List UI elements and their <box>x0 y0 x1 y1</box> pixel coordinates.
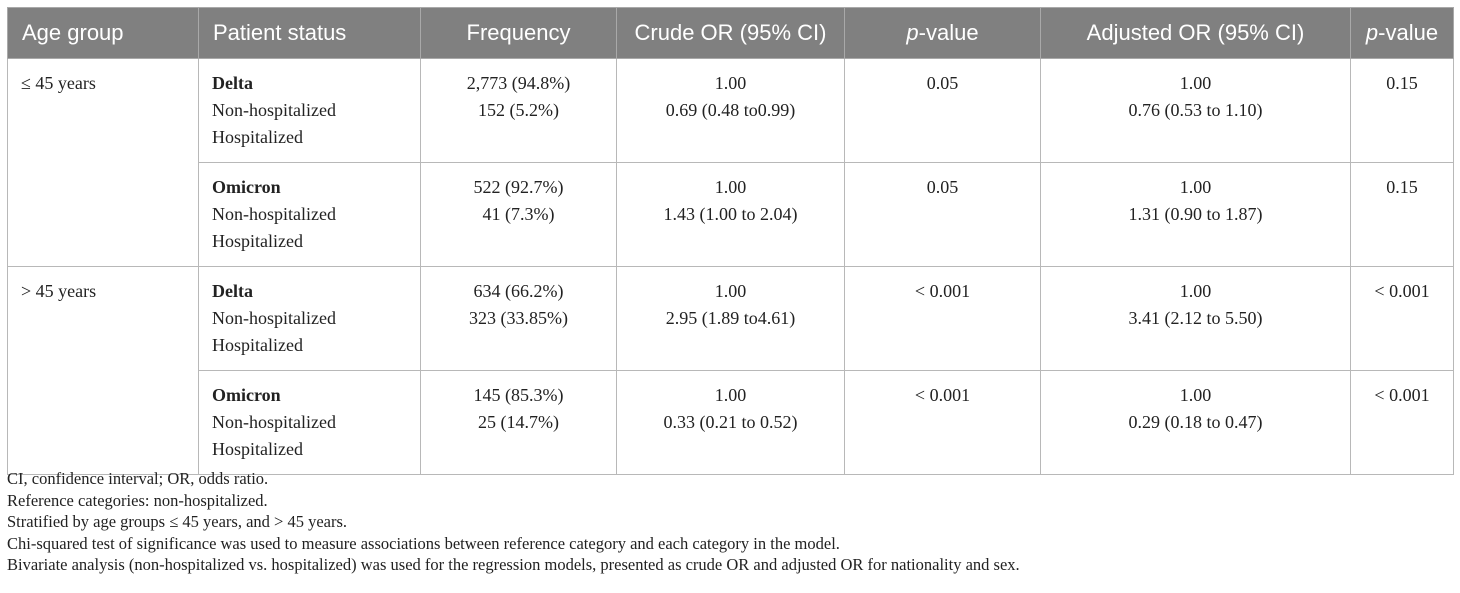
status-label: Hospitalized <box>212 439 303 459</box>
footnote: Reference categories: non-hospitalized. <box>7 490 268 510</box>
crude-or-cell: 1.00 0.69 (0.48 to0.99) <box>616 58 845 163</box>
adjusted-or-cell: 1.00 1.31 (0.90 to 1.87) <box>1040 162 1351 267</box>
patient-status-cell: Omicron Non-hospitalized Hospitalized <box>198 370 421 475</box>
patient-status-cell: Omicron Non-hospitalized Hospitalized <box>198 162 421 267</box>
frequency-value: 41 (7.3%) <box>482 204 555 224</box>
age-group-cell: > 45 years <box>7 266 199 475</box>
crude-or-value: 2.95 (1.89 to4.61) <box>665 308 796 328</box>
p-value-cell: 0.05 <box>844 162 1041 267</box>
frequency-value: 152 (5.2%) <box>478 100 559 120</box>
table-row: > 45 years Delta Non-hospitalized Hospit… <box>7 266 1454 475</box>
frequency-value: 634 (66.2%) <box>473 281 564 301</box>
status-label: Non-hospitalized <box>212 204 336 224</box>
adjusted-or-value: 1.00 <box>1179 385 1212 405</box>
crude-or-cell: 1.00 2.95 (1.89 to4.61) <box>616 266 845 371</box>
patient-status-cell: Delta Non-hospitalized Hospitalized <box>198 58 421 163</box>
p-value-cell: 0.15 <box>1350 58 1454 163</box>
patient-status-cell: Delta Non-hospitalized Hospitalized <box>198 266 421 371</box>
status-label: Non-hospitalized <box>212 412 336 432</box>
age-group-cell: ≤ 45 years <box>7 58 199 267</box>
footnote: Bivariate analysis (non-hospitalized vs.… <box>7 555 1020 574</box>
adjusted-or-cell: 1.00 0.76 (0.53 to 1.10) <box>1040 58 1351 163</box>
p-value-cell: < 0.001 <box>844 266 1041 371</box>
header-crude-or: Crude OR (95% CI) <box>616 7 845 59</box>
frequency-value: 323 (33.85%) <box>469 308 568 328</box>
header-patient-status: Patient status <box>198 7 421 59</box>
header-p-italic: p <box>906 20 919 45</box>
crude-or-value: 1.43 (1.00 to 2.04) <box>663 204 798 224</box>
crude-or-cell: 1.00 1.43 (1.00 to 2.04) <box>616 162 845 267</box>
variant-label: Omicron <box>212 385 281 405</box>
frequency-value: 522 (92.7%) <box>473 177 564 197</box>
footnote: Stratified by age groups ≤ 45 years, and… <box>7 512 348 531</box>
header-p-rest: -value <box>1378 20 1439 45</box>
header-adjusted-or: Adjusted OR (95% CI) <box>1040 7 1351 59</box>
status-label: Non-hospitalized <box>212 308 336 328</box>
crude-or-value: 0.33 (0.21 to 0.52) <box>663 412 798 432</box>
crude-or-cell: 1.00 0.33 (0.21 to 0.52) <box>616 370 845 475</box>
table-row: Omicron Non-hospitalized Hospitalized 14… <box>8 370 1454 475</box>
frequency-cell: 2,773 (94.8%) 152 (5.2%) <box>420 58 617 163</box>
frequency-cell: 522 (92.7%) 41 (7.3%) <box>420 162 617 267</box>
variant-label: Delta <box>212 281 253 301</box>
crude-or-value: 0.69 (0.48 to0.99) <box>665 100 796 120</box>
header-p-rest: -value <box>918 20 979 45</box>
frequency-value: 145 (85.3%) <box>473 385 564 405</box>
p-value-cell: 0.15 <box>1350 162 1454 267</box>
adjusted-or-cell: 1.00 0.29 (0.18 to 0.47) <box>1040 370 1351 475</box>
frequency-value: 2,773 (94.8%) <box>466 73 571 93</box>
status-label: Hospitalized <box>212 335 303 355</box>
p-value-cell: < 0.001 <box>1350 266 1454 371</box>
variant-label: Delta <box>212 73 253 93</box>
adjusted-or-value: 1.00 <box>1179 177 1212 197</box>
adjusted-or-value: 0.29 (0.18 to 0.47) <box>1128 412 1263 432</box>
status-label: Hospitalized <box>212 231 303 251</box>
crude-or-value: 1.00 <box>714 177 747 197</box>
adjusted-or-value: 1.00 <box>1179 281 1212 301</box>
header-p-value-adjusted: p-value <box>1350 7 1454 59</box>
crude-or-value: 1.00 <box>714 281 747 301</box>
crude-or-value: 1.00 <box>714 385 747 405</box>
adjusted-or-value: 0.76 (0.53 to 1.10) <box>1128 100 1263 120</box>
table-footnotes: CI, confidence interval; OR, odds ratio.… <box>7 468 1453 576</box>
table-row: ≤ 45 years Delta Non-hospitalized Hospit… <box>7 58 1454 267</box>
adjusted-or-value: 1.00 <box>1179 73 1212 93</box>
status-label: Hospitalized <box>212 127 303 147</box>
header-p-value-crude: p-value <box>844 7 1041 59</box>
footnote: CI, confidence interval; OR, odds ratio. <box>7 469 269 488</box>
results-table: Age group Patient status Frequency Crude… <box>7 7 1454 475</box>
footnote: Chi-squared test of significance was use… <box>7 533 840 553</box>
p-value-cell: < 0.001 <box>1350 370 1454 475</box>
p-value-cell: 0.05 <box>844 58 1041 163</box>
adjusted-or-value: 1.31 (0.90 to 1.87) <box>1128 204 1263 224</box>
frequency-cell: 145 (85.3%) 25 (14.7%) <box>420 370 617 475</box>
frequency-value: 25 (14.7%) <box>478 412 559 432</box>
status-label: Non-hospitalized <box>212 100 336 120</box>
crude-or-value: 1.00 <box>714 73 747 93</box>
p-value-cell: < 0.001 <box>844 370 1041 475</box>
table-row: Omicron Non-hospitalized Hospitalized 52… <box>8 162 1454 267</box>
header-age-group: Age group <box>7 7 199 59</box>
variant-label: Omicron <box>212 177 281 197</box>
frequency-cell: 634 (66.2%) 323 (33.85%) <box>420 266 617 371</box>
adjusted-or-value: 3.41 (2.12 to 5.50) <box>1128 308 1263 328</box>
adjusted-or-cell: 1.00 3.41 (2.12 to 5.50) <box>1040 266 1351 371</box>
table-header: Age group Patient status Frequency Crude… <box>7 7 1454 59</box>
header-p-italic: p <box>1365 20 1379 45</box>
header-frequency: Frequency <box>420 7 617 59</box>
